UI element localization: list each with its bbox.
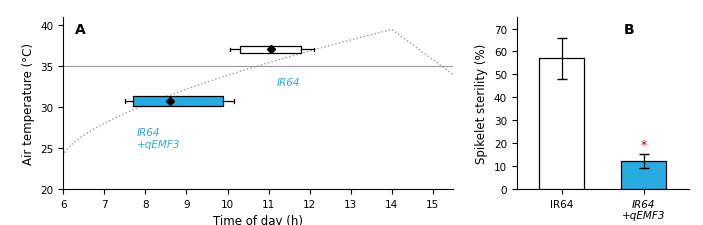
Bar: [539, 59, 584, 189]
Text: B: B: [624, 23, 634, 37]
Bar: [240, 47, 302, 54]
Bar: [133, 96, 224, 107]
Y-axis label: Air temperature (°C): Air temperature (°C): [22, 43, 34, 164]
Text: A: A: [75, 23, 86, 37]
X-axis label: Time of day (h): Time of day (h): [213, 214, 304, 225]
Text: IR64: IR64: [277, 77, 300, 87]
Y-axis label: Spikelet sterility (%): Spikelet sterility (%): [475, 44, 489, 163]
Bar: [621, 162, 666, 189]
Text: IR64
+qEMF3: IR64 +qEMF3: [137, 128, 181, 149]
Text: *: *: [640, 138, 647, 151]
